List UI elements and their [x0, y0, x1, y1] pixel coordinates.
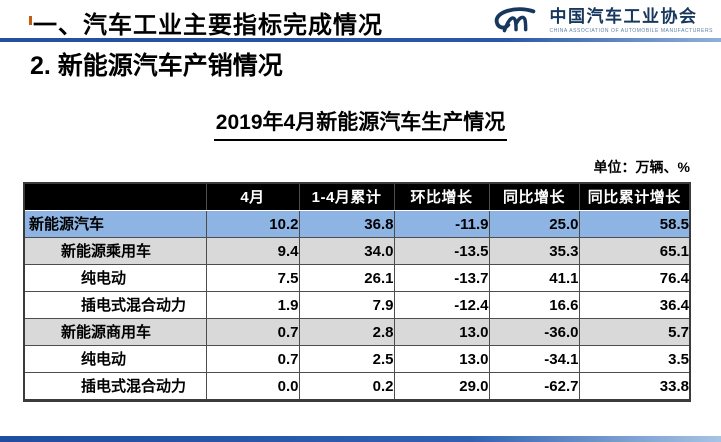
cell-value: 0.0 [205, 372, 300, 401]
row-label: 新能源汽车 [23, 210, 207, 238]
row-label: 新能源乘用车 [23, 237, 207, 265]
cell-value: 35.3 [488, 237, 580, 265]
cell-value: 58.5 [578, 210, 691, 238]
cell-value: 9.4 [205, 237, 300, 265]
cell-value: 36.4 [578, 291, 691, 319]
table-row: 新能源乘用车 9.4 34.0 -13.5 35.3 65.1 [23, 237, 691, 265]
caam-logo-text: 中国汽车工业协会 CHINA ASSOCIATION OF AUTOMOBILE… [549, 6, 713, 35]
cell-value: -13.7 [393, 264, 490, 292]
footer-bar [0, 436, 721, 442]
cell-value: 25.0 [488, 210, 580, 238]
row-label: 插电式混合动力 [23, 291, 207, 319]
cell-value: 5.7 [578, 318, 691, 346]
col-header-yoy-cumulative-growth: 同比累计增长 [578, 182, 691, 211]
table-row: 插电式混合动力 0.0 0.2 29.0 -62.7 33.8 [23, 372, 691, 401]
row-label: 纯电动 [23, 345, 207, 373]
logo-org-name-cn: 中国汽车工业协会 [549, 6, 698, 26]
cell-value: 10.2 [205, 210, 300, 238]
cell-value: -36.0 [488, 318, 580, 346]
cell-value: 65.1 [578, 237, 691, 265]
row-label: 新能源商用车 [23, 318, 207, 346]
table-row: 新能源汽车 10.2 36.8 -11.9 25.0 58.5 [23, 210, 691, 238]
cell-value: -11.9 [393, 210, 490, 238]
cell-value: 76.4 [578, 264, 691, 292]
header-divider-line [0, 38, 721, 42]
row-label: 纯电动 [23, 264, 207, 292]
cell-value: 41.1 [488, 264, 580, 292]
subsection-title: 2. 新能源汽车产销情况 [30, 52, 283, 80]
cell-value: 0.2 [298, 372, 395, 401]
cell-value: -34.1 [488, 345, 580, 373]
table-row: 纯电动 7.5 26.1 -13.7 41.1 76.4 [23, 264, 691, 292]
cell-value: 34.0 [298, 237, 395, 265]
cell-value: 0.7 [205, 345, 300, 373]
cell-value: 29.0 [393, 372, 490, 401]
table-row: 纯电动 0.7 2.5 13.0 -34.1 3.5 [23, 345, 691, 373]
cell-value: 2.5 [298, 345, 395, 373]
table-row: 插电式混合动力 1.9 7.9 -12.4 16.6 36.4 [23, 291, 691, 319]
caam-logo: 中国汽车工业协会 CHINA ASSOCIATION OF AUTOMOBILE… [490, 5, 713, 37]
cell-value: -13.5 [393, 237, 490, 265]
section-title: 一、汽车工业主要指标完成情况 [33, 12, 383, 39]
col-header-mom-growth: 环比增长 [393, 182, 490, 211]
table-row: 新能源商用车 0.7 2.8 13.0 -36.0 5.7 [23, 318, 691, 346]
cell-value: 1.9 [205, 291, 300, 319]
cell-value: 0.7 [205, 318, 300, 346]
row-label: 插电式混合动力 [23, 372, 207, 401]
cell-value: 16.6 [488, 291, 580, 319]
unit-label: 单位：万辆、% [593, 159, 690, 175]
table-title: 2019年4月新能源汽车生产情况 [213, 106, 508, 141]
cell-value: 3.5 [578, 345, 691, 373]
cell-value: 13.0 [393, 345, 490, 373]
cell-value: 7.5 [205, 264, 300, 292]
table-header-row: 4月 1-4月累计 环比增长 同比增长 同比累计增长 [23, 182, 691, 211]
logo-org-name-en: CHINA ASSOCIATION OF AUTOMOBILE MANUFACT… [549, 28, 713, 35]
col-header-blank [23, 182, 207, 211]
col-header-yoy-growth: 同比增长 [488, 182, 580, 211]
col-header-jan-apr-cumulative: 1-4月累计 [298, 182, 395, 211]
red-accent-mark [29, 16, 32, 25]
cell-value: 7.9 [298, 291, 395, 319]
cell-value: -12.4 [393, 291, 490, 319]
cell-value: 13.0 [393, 318, 490, 346]
table-title-wrap: 2019年4月新能源汽车生产情况 [0, 106, 721, 141]
caam-logo-swoosh-icon [494, 7, 535, 33]
cell-value: 36.8 [298, 210, 395, 238]
cell-value: 33.8 [578, 372, 691, 401]
cell-value: 26.1 [298, 264, 395, 292]
cell-value: -62.7 [488, 372, 580, 401]
nev-production-table: 4月 1-4月累计 环比增长 同比增长 同比累计增长 新能源汽车 10.2 36… [23, 182, 691, 402]
cell-value: 2.8 [298, 318, 395, 346]
col-header-april: 4月 [205, 182, 300, 211]
